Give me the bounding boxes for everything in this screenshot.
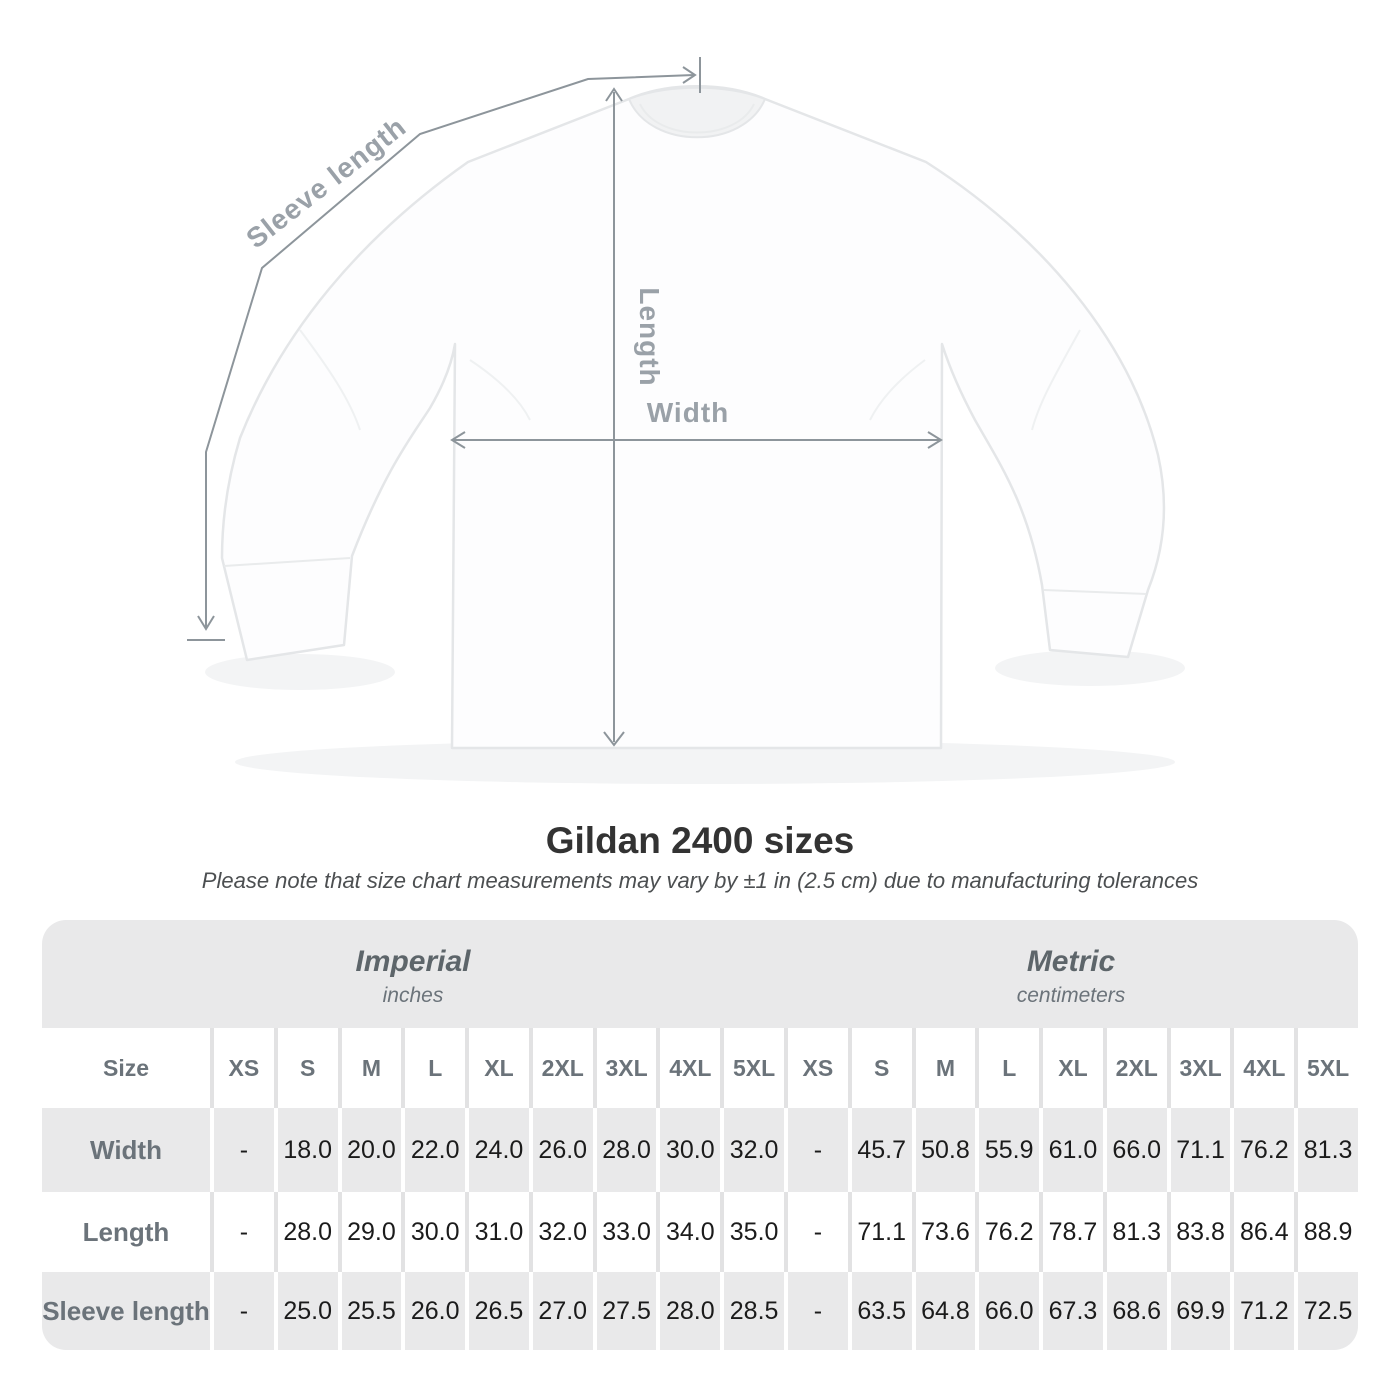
size-column-header: S <box>273 1028 338 1108</box>
size-column-header: L <box>401 1028 466 1108</box>
measurement-value: 55.9 <box>975 1108 1040 1192</box>
shirt-shadow <box>205 650 1185 784</box>
measurement-value: 20.0 <box>337 1108 402 1192</box>
page-subtitle: Please note that size chart measurements… <box>201 868 1199 893</box>
measurement-value: 27.0 <box>528 1272 593 1350</box>
imperial-unit: inches <box>382 983 444 1007</box>
size-column-header: 2XL <box>528 1028 593 1108</box>
measurement-value: 78.7 <box>1039 1192 1103 1272</box>
row-label: Length <box>42 1192 210 1272</box>
measurement-value: 64.8 <box>911 1272 976 1350</box>
page-title: Gildan 2400 sizes <box>545 820 855 861</box>
width-label: Width <box>647 397 730 428</box>
size-column-label: Size <box>42 1028 210 1108</box>
size-column-header: 5XL <box>720 1028 784 1108</box>
measurement-value: 83.8 <box>1166 1192 1231 1272</box>
length-label: Length <box>634 287 665 386</box>
measurement-value: 35.0 <box>720 1192 784 1272</box>
metric-title: Metric <box>1026 944 1116 978</box>
measurement-value: 28.0 <box>656 1272 721 1350</box>
measurement-value: 68.6 <box>1102 1272 1167 1350</box>
measurement-value: 32.0 <box>528 1192 593 1272</box>
measurement-value: 73.6 <box>911 1192 976 1272</box>
metric-unit: centimeters <box>1016 983 1126 1007</box>
measurement-value: 81.3 <box>1294 1108 1358 1192</box>
measurement-value: 30.0 <box>656 1108 721 1192</box>
measurement-value: - <box>784 1272 848 1350</box>
measurement-value: 22.0 <box>401 1108 466 1192</box>
measurement-value: 69.9 <box>1166 1272 1231 1350</box>
measurement-value: 28.0 <box>273 1192 338 1272</box>
measurement-value: - <box>784 1108 848 1192</box>
measurement-value: 66.0 <box>1102 1108 1167 1192</box>
measurement-value: 71.1 <box>847 1192 912 1272</box>
size-column-header: XS <box>210 1028 274 1108</box>
length-measure: Length <box>603 87 665 747</box>
measurement-value: 88.9 <box>1294 1192 1358 1272</box>
metric-section-header: Metric centimeters <box>784 920 1358 1028</box>
measurement-value: 24.0 <box>465 1108 529 1192</box>
size-column-header: XL <box>1039 1028 1103 1108</box>
measurement-value: 18.0 <box>273 1108 338 1192</box>
measurement-value: 50.8 <box>911 1108 976 1192</box>
size-column-header: 2XL <box>1102 1028 1167 1108</box>
imperial-section-header: Imperial inches <box>42 920 784 1028</box>
measurement-value: 61.0 <box>1039 1108 1103 1192</box>
measurement-value: 25.5 <box>337 1272 402 1350</box>
measurement-value: 72.5 <box>1294 1272 1358 1350</box>
measurement-value: 66.0 <box>975 1272 1040 1350</box>
measurement-value: 34.0 <box>656 1192 721 1272</box>
measurement-value: 67.3 <box>1039 1272 1103 1350</box>
size-column-header: XL <box>465 1028 529 1108</box>
measurement-value: 28.5 <box>720 1272 784 1350</box>
size-column-header: 3XL <box>1166 1028 1231 1108</box>
measurement-value: 30.0 <box>401 1192 466 1272</box>
measurement-value: 29.0 <box>337 1192 402 1272</box>
measurement-value: 76.2 <box>975 1192 1040 1272</box>
size-column-header: M <box>911 1028 976 1108</box>
measurement-value: 71.1 <box>1166 1108 1231 1192</box>
size-column-header: 4XL <box>1230 1028 1295 1108</box>
measurement-value: 32.0 <box>720 1108 784 1192</box>
measurement-value: - <box>784 1192 848 1272</box>
row-label: Width <box>42 1108 210 1192</box>
measurement-value: 86.4 <box>1230 1192 1295 1272</box>
measurement-value: 31.0 <box>465 1192 529 1272</box>
size-column-header: M <box>337 1028 402 1108</box>
row-label: Sleeve length <box>42 1272 210 1350</box>
size-column-header: L <box>975 1028 1040 1108</box>
measurement-value: - <box>210 1272 274 1350</box>
width-measure: Width <box>450 397 943 449</box>
shirt-illustration <box>220 85 1166 750</box>
measurement-value: 25.0 <box>273 1272 338 1350</box>
shirt-size-diagram: Sleeve length Length Width <box>187 57 1185 784</box>
imperial-title: Imperial <box>355 944 471 978</box>
measurement-value: - <box>210 1192 274 1272</box>
size-column-header: 5XL <box>1294 1028 1358 1108</box>
size-column-header: S <box>847 1028 912 1108</box>
measurement-value: 33.0 <box>592 1192 657 1272</box>
unit-header-band: Imperial inches Metric centimeters <box>42 920 1358 1028</box>
measurement-value: - <box>210 1108 274 1192</box>
size-table-card: Imperial inches Metric centimeters Size X… <box>42 920 1358 1350</box>
measurement-value: 45.7 <box>847 1108 912 1192</box>
size-table: Size XS S M L XL 2XL 3XL 4XL 5XL XS S M L XL 2XL 3XL 4XL 5… <box>42 1028 1358 1350</box>
size-column-header: 4XL <box>656 1028 721 1108</box>
measurement-value: 26.0 <box>401 1272 466 1350</box>
measurement-value: 26.5 <box>465 1272 529 1350</box>
size-column-header: XS <box>784 1028 848 1108</box>
measurement-value: 81.3 <box>1102 1192 1167 1272</box>
measurement-value: 28.0 <box>592 1108 657 1192</box>
measurement-value: 63.5 <box>847 1272 912 1350</box>
size-column-header: 3XL <box>592 1028 657 1108</box>
measurement-value: 27.5 <box>592 1272 657 1350</box>
measurement-value: 76.2 <box>1230 1108 1295 1192</box>
measurement-value: 26.0 <box>528 1108 593 1192</box>
measurement-value: 71.2 <box>1230 1272 1295 1350</box>
